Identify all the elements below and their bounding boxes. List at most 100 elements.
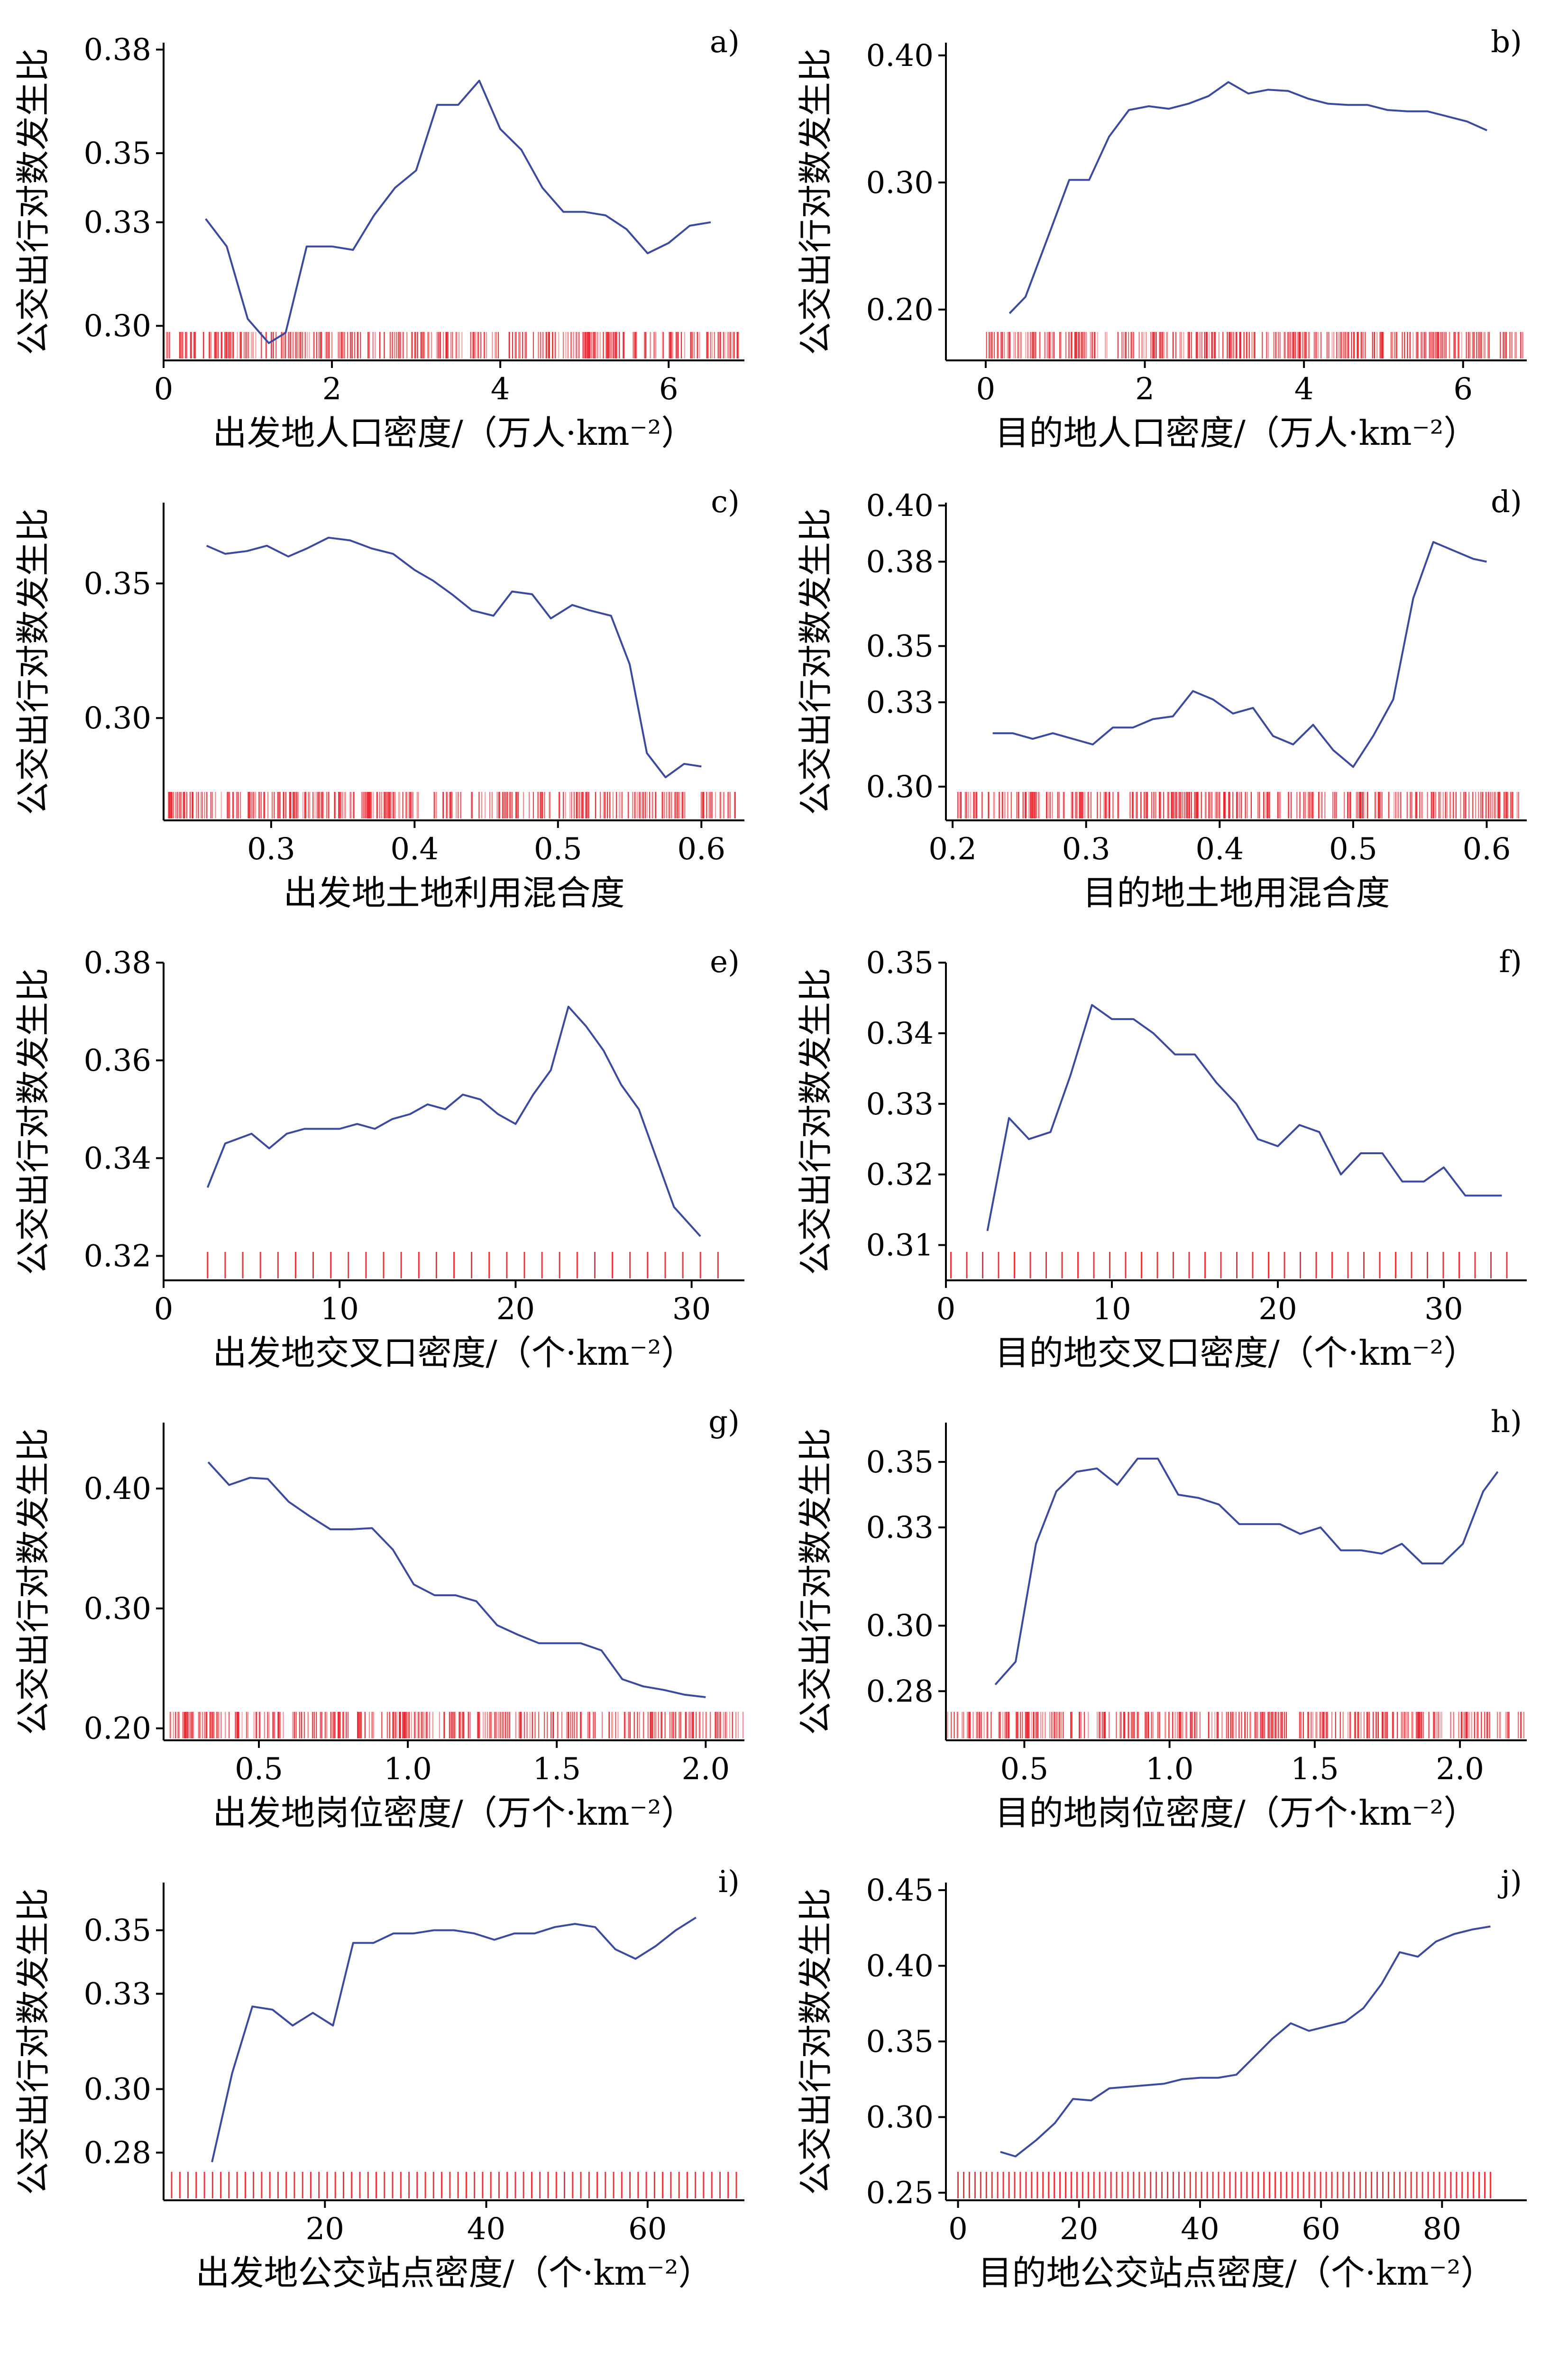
y-tick-label: 0.30 xyxy=(866,1608,934,1644)
y-axis-title: 公交出行对数发生比 xyxy=(796,508,835,815)
panel-tag: i) xyxy=(718,1865,740,1900)
y-tick-label: 0.35 xyxy=(84,136,152,171)
series-line xyxy=(205,80,711,344)
panel-tag: c) xyxy=(711,485,740,520)
series-line xyxy=(1000,1925,1491,2158)
x-axis-title: 目的地岗位密度/（万个·km⁻²） xyxy=(995,1793,1478,1833)
y-axis-title: 公交出行对数发生比 xyxy=(796,1428,835,1735)
rug-marks xyxy=(950,1252,1508,1278)
y-axis-title: 公交出行对数发生比 xyxy=(796,1888,835,2195)
y-axis-title: 公交出行对数发生比 xyxy=(13,1428,53,1735)
y-tick-label: 0.30 xyxy=(866,770,934,805)
series-line xyxy=(207,1461,706,1698)
x-tick-label: 1.0 xyxy=(1146,1752,1194,1787)
panel-c: 0.30 0.35 0.3 0.4 0.5 0.6 c) 出发地土地利用混合度 公交出行对数发生… xyxy=(13,485,744,913)
y-tick-label: 0.25 xyxy=(866,2176,934,2211)
x-tick-label: 1.5 xyxy=(1291,1752,1339,1787)
x-tick-label: 0 xyxy=(154,372,174,407)
x-tick-label: 0.6 xyxy=(1463,832,1511,867)
x-tick-label: 10 xyxy=(1092,1292,1131,1327)
x-axis-title: 出发地土地利用混合度 xyxy=(283,873,624,913)
x-tick-label: 0 xyxy=(154,1292,174,1327)
x-tick-label: 0.4 xyxy=(390,832,439,867)
x-tick-label: 80 xyxy=(1423,2212,1461,2247)
x-tick-label: 0.3 xyxy=(1062,832,1110,867)
y-tick-label: 0.36 xyxy=(84,1043,152,1078)
x-tick-label: 0.6 xyxy=(677,832,725,867)
x-tick-label: 2 xyxy=(322,372,342,407)
y-tick-label: 0.35 xyxy=(866,946,934,981)
rug-marks xyxy=(945,1712,1524,1738)
x-axis-title: 出发地公交站点密度/（个·km⁻²） xyxy=(196,2253,713,2293)
x-tick-label: 2.0 xyxy=(1436,1752,1484,1787)
x-tick-label: 0 xyxy=(976,372,996,407)
x-tick-label: 0.2 xyxy=(928,832,977,867)
y-tick-label: 0.30 xyxy=(84,309,152,344)
x-tick-label: 6 xyxy=(659,372,679,407)
rug-marks xyxy=(957,2172,1491,2198)
y-tick-label: 0.40 xyxy=(866,1948,934,1984)
panel-b: 0.20 0.30 0.40 0 2 4 6 b) 目的地人口密度/（万人·km⁻²） 公交出行对… xyxy=(796,25,1527,453)
y-tick-label: 0.30 xyxy=(84,1591,152,1627)
y-tick-label: 0.33 xyxy=(84,1977,152,2012)
panel-j: 0.25 0.30 0.35 0.40 0.45 0 20 40 60 80 j) 目的地公交站点密度… xyxy=(796,1865,1527,2293)
x-axis-title: 出发地岗位密度/（万个·km⁻²） xyxy=(213,1793,696,1833)
panel-g: 0.20 0.30 0.40 0.5 1.0 1.5 2.0 g) 出发地岗位密度/（万个·km… xyxy=(13,1405,744,1833)
x-tick-label: 20 xyxy=(496,1292,535,1327)
y-axis-title: 公交出行对数发生比 xyxy=(796,48,835,355)
y-tick-label: 0.35 xyxy=(866,2024,934,2059)
panel-tag: b) xyxy=(1491,25,1522,60)
panel-tag: f) xyxy=(1499,945,1522,980)
series-line xyxy=(992,541,1487,768)
y-tick-label: 0.40 xyxy=(866,488,934,524)
series-line xyxy=(986,1004,1502,1231)
y-tick-label: 0.34 xyxy=(866,1016,934,1051)
y-tick-label: 0.40 xyxy=(84,1471,152,1507)
y-tick-label: 0.35 xyxy=(84,1913,152,1948)
y-tick-label: 0.34 xyxy=(84,1141,152,1176)
y-tick-label: 0.35 xyxy=(866,1445,934,1480)
series-line xyxy=(211,1917,697,2163)
x-tick-label: 1.5 xyxy=(532,1752,581,1787)
y-axis-title: 公交出行对数发生比 xyxy=(13,1888,53,2195)
x-tick-label: 20 xyxy=(306,2212,344,2247)
series-line xyxy=(206,536,702,779)
x-axis-title: 目的地公交站点密度/（个·km⁻²） xyxy=(978,2253,1495,2293)
x-tick-label: 0.5 xyxy=(534,832,582,867)
x-tick-label: 6 xyxy=(1453,372,1473,407)
series-line xyxy=(206,1005,701,1237)
y-tick-label: 0.20 xyxy=(866,293,934,328)
y-tick-label: 0.33 xyxy=(866,1087,934,1122)
x-tick-label: 2 xyxy=(1135,372,1155,407)
y-tick-label: 0.38 xyxy=(84,33,152,68)
y-axis-title: 公交出行对数发生比 xyxy=(796,968,835,1275)
x-tick-label: 4 xyxy=(491,372,510,407)
y-tick-label: 0.40 xyxy=(866,38,934,74)
panel-tag: a) xyxy=(710,25,740,60)
x-tick-label: 0 xyxy=(948,2212,968,2247)
x-tick-label: 60 xyxy=(628,2212,667,2247)
y-tick-label: 0.28 xyxy=(84,2136,152,2171)
panel-tag: j) xyxy=(1497,1865,1522,1900)
y-tick-label: 0.32 xyxy=(866,1158,934,1193)
y-axis-title: 公交出行对数发生比 xyxy=(13,508,53,815)
x-axis-title: 目的地土地用混合度 xyxy=(1082,873,1390,913)
x-tick-label: 1.0 xyxy=(384,1752,432,1787)
y-tick-label: 0.28 xyxy=(866,1674,934,1709)
panel-f: 0.31 0.32 0.33 0.34 0.35 0 10 20 30 f) 目的地交叉口密度/（个… xyxy=(796,945,1527,1373)
x-axis-title: 出发地交叉口密度/（个·km⁻²） xyxy=(213,1333,696,1373)
y-tick-label: 0.30 xyxy=(84,2072,152,2107)
x-tick-label: 20 xyxy=(1060,2212,1098,2247)
x-axis-title: 目的地人口密度/（万人·km⁻²） xyxy=(995,413,1478,453)
panel-e: 0.32 0.34 0.36 0.38 0 10 20 30 e) 出发地交叉口密度/（个·km⁻… xyxy=(13,945,744,1373)
x-tick-label: 0.5 xyxy=(235,1752,283,1787)
y-tick-label: 0.30 xyxy=(866,165,934,201)
y-tick-label: 0.33 xyxy=(84,205,152,240)
x-tick-label: 0.3 xyxy=(247,832,295,867)
panel-tag: d) xyxy=(1491,485,1522,520)
x-tick-label: 10 xyxy=(320,1292,358,1327)
panel-d: 0.30 0.33 0.35 0.38 0.40 0.2 0.3 0.4 0.5 0.6 d) 目的地… xyxy=(796,485,1527,913)
x-axis-title: 目的地交叉口密度/（个·km⁻²） xyxy=(995,1333,1478,1373)
panel-h: 0.28 0.30 0.33 0.35 0.5 1.0 1.5 2.0 h) 目的地岗位密度/（万… xyxy=(796,1405,1527,1833)
